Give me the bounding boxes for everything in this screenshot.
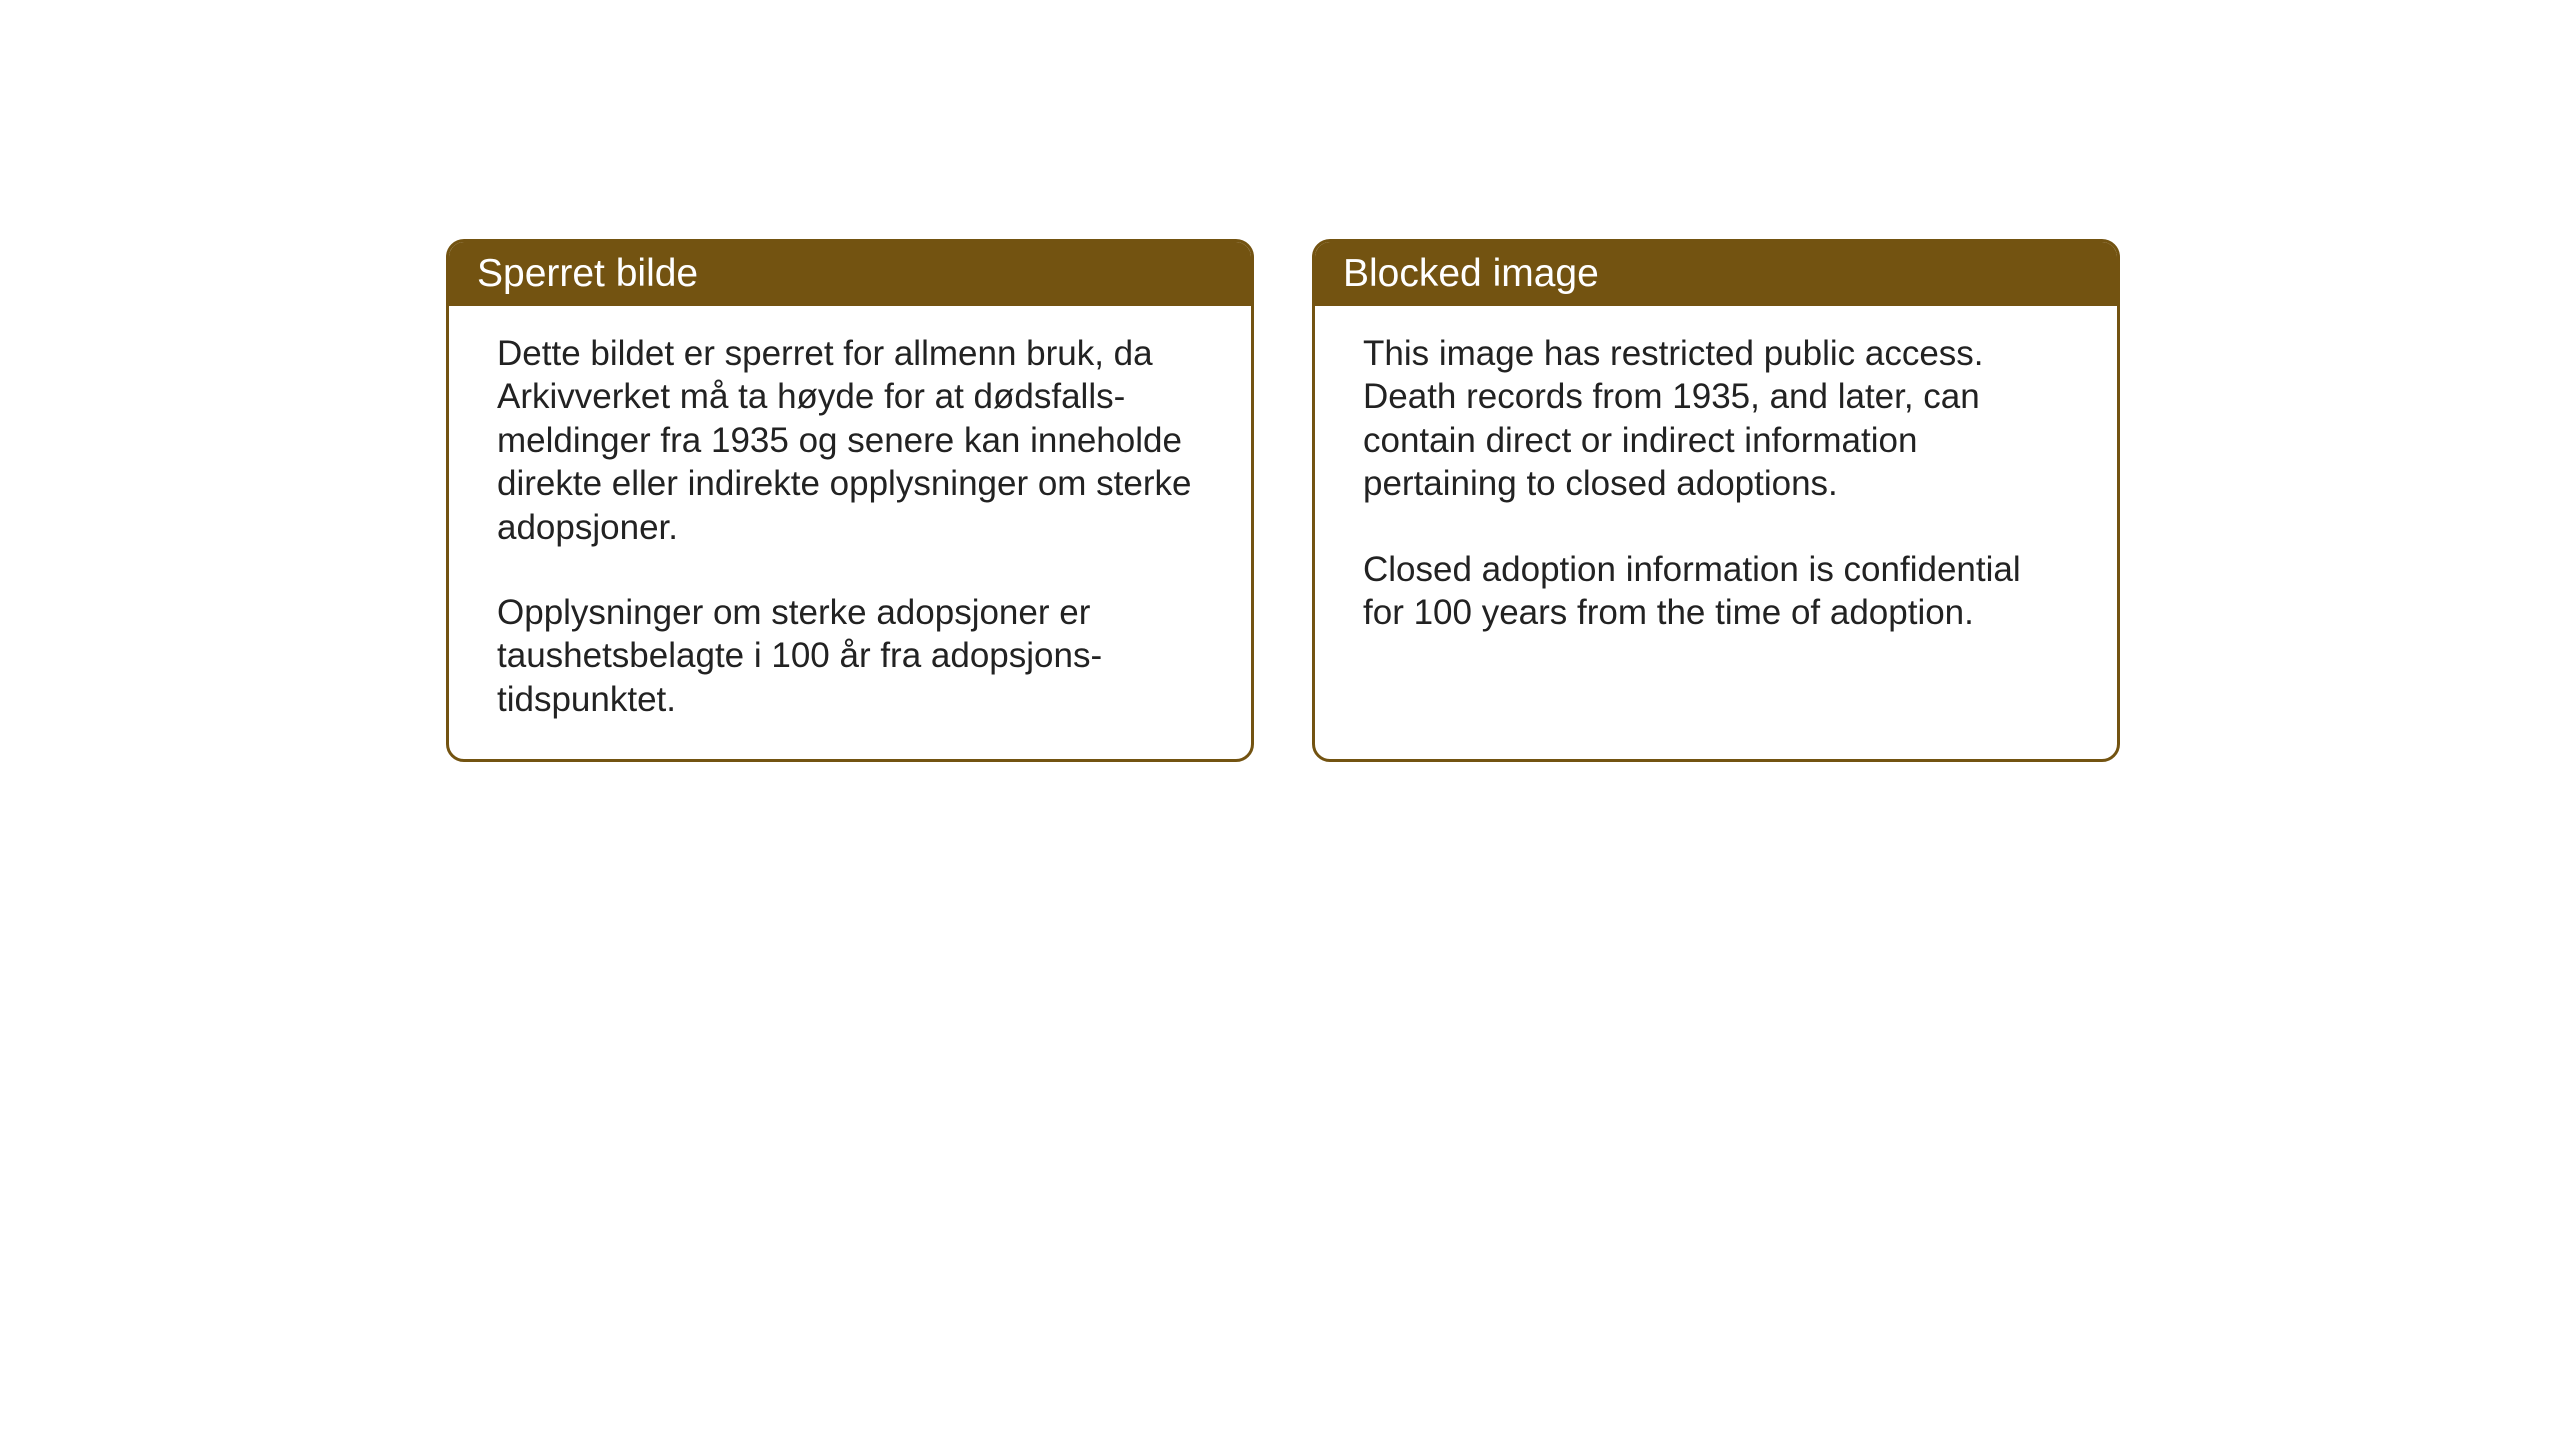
notice-card-english: Blocked image This image has restricted …	[1312, 239, 2120, 762]
card-body: This image has restricted public access.…	[1315, 306, 2117, 672]
card-paragraph-2: Closed adoption information is confident…	[1363, 548, 2069, 635]
card-paragraph-1: Dette bildet er sperret for allmenn bruk…	[497, 332, 1203, 549]
card-title: Blocked image	[1343, 252, 1599, 295]
card-header: Sperret bilde	[449, 242, 1251, 306]
notice-container: Sperret bilde Dette bildet er sperret fo…	[446, 239, 2120, 762]
card-body: Dette bildet er sperret for allmenn bruk…	[449, 306, 1251, 759]
card-paragraph-1: This image has restricted public access.…	[1363, 332, 2069, 506]
card-paragraph-2: Opplysninger om sterke adopsjoner er tau…	[497, 591, 1203, 721]
card-header: Blocked image	[1315, 242, 2117, 306]
notice-card-norwegian: Sperret bilde Dette bildet er sperret fo…	[446, 239, 1254, 762]
card-title: Sperret bilde	[477, 252, 698, 295]
